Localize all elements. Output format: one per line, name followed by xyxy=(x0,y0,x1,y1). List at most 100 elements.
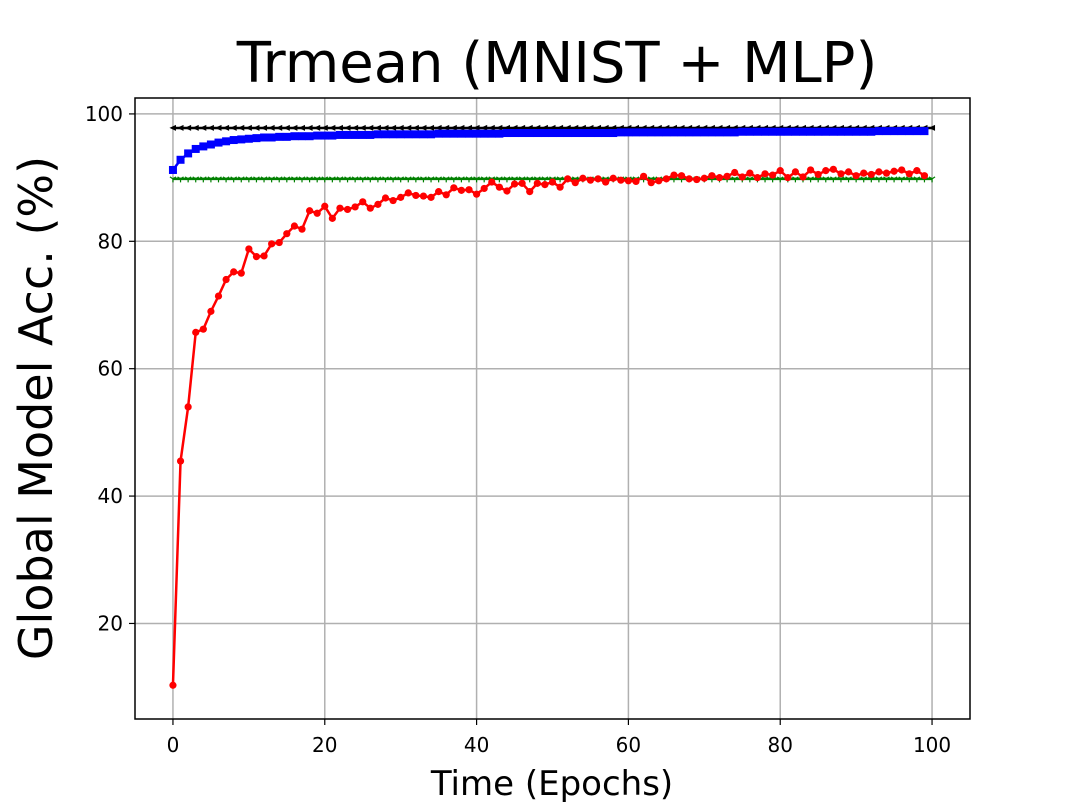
data-point xyxy=(783,127,792,136)
data-point xyxy=(313,131,322,140)
data-point xyxy=(465,129,473,138)
data-point xyxy=(480,124,488,131)
y-tick-label: 40 xyxy=(98,484,123,508)
data-point xyxy=(374,176,382,183)
data-point xyxy=(556,129,565,138)
data-point xyxy=(435,188,443,196)
data-point xyxy=(267,133,276,142)
grid xyxy=(135,98,970,719)
data-point xyxy=(268,176,275,183)
data-point xyxy=(920,172,929,180)
data-point xyxy=(472,129,481,138)
data-point xyxy=(822,176,830,183)
data-point xyxy=(617,176,625,184)
data-point xyxy=(632,128,640,137)
data-point xyxy=(252,134,261,143)
data-point xyxy=(449,129,458,138)
data-point xyxy=(412,176,420,183)
data-point xyxy=(799,173,807,181)
data-point xyxy=(844,168,853,176)
data-point xyxy=(168,165,177,174)
data-point xyxy=(579,174,587,182)
data-point xyxy=(222,137,231,146)
data-point xyxy=(230,124,237,131)
data-point xyxy=(283,124,290,131)
data-point xyxy=(237,176,245,183)
x-axis-label: Time (Epochs) xyxy=(430,764,673,804)
data-point xyxy=(662,175,670,183)
data-point xyxy=(609,129,618,138)
data-point xyxy=(207,124,214,131)
data-point xyxy=(708,172,716,180)
data-point xyxy=(677,128,686,137)
data-point xyxy=(450,124,457,131)
data-point xyxy=(359,124,366,131)
data-point xyxy=(806,127,815,136)
data-point xyxy=(707,128,716,137)
data-point xyxy=(700,128,709,137)
data-point xyxy=(753,127,762,136)
data-point xyxy=(169,681,177,689)
data-point xyxy=(624,177,633,185)
data-point xyxy=(344,176,351,183)
y-tick-label: 60 xyxy=(98,357,123,381)
data-point xyxy=(609,174,617,182)
data-point xyxy=(890,176,898,183)
data-point xyxy=(397,176,405,183)
data-point xyxy=(586,176,595,184)
data-point xyxy=(214,138,223,147)
data-point xyxy=(366,176,374,183)
data-point xyxy=(457,129,466,138)
data-point xyxy=(700,174,708,182)
data-point xyxy=(222,176,230,183)
data-point xyxy=(533,179,541,187)
data-point xyxy=(883,176,890,183)
data-point xyxy=(373,130,382,139)
data-point xyxy=(799,127,807,136)
data-point xyxy=(669,128,678,137)
data-point xyxy=(761,170,769,178)
data-point xyxy=(366,130,375,139)
data-point xyxy=(731,176,739,183)
data-point xyxy=(890,167,898,175)
data-point xyxy=(548,129,557,138)
data-point xyxy=(442,129,451,138)
data-point xyxy=(298,225,306,233)
data-point xyxy=(260,133,269,142)
data-point xyxy=(291,176,298,183)
data-point xyxy=(191,144,200,153)
data-point xyxy=(450,176,458,183)
data-point xyxy=(860,176,868,183)
data-point xyxy=(245,245,253,253)
data-point xyxy=(343,205,352,214)
data-point xyxy=(381,130,390,139)
data-point xyxy=(351,130,360,139)
data-point xyxy=(283,230,291,238)
data-point xyxy=(571,129,580,138)
data-point xyxy=(260,124,268,131)
data-point xyxy=(746,169,754,177)
data-point xyxy=(465,176,473,183)
data-point xyxy=(639,128,648,137)
data-point xyxy=(898,176,906,183)
data-point xyxy=(912,127,921,136)
data-point xyxy=(495,129,504,138)
data-point xyxy=(829,127,838,136)
data-point xyxy=(192,124,199,131)
data-point xyxy=(836,127,845,136)
data-point xyxy=(829,165,837,173)
data-point xyxy=(382,176,389,183)
data-point xyxy=(495,124,503,131)
data-point xyxy=(875,168,883,176)
data-point xyxy=(351,203,359,211)
data-point xyxy=(275,238,283,247)
data-point xyxy=(313,176,321,183)
data-point xyxy=(526,188,534,196)
y-axis-label: Global Model Acc. (%) xyxy=(9,156,63,660)
data-point xyxy=(374,200,382,208)
data-point xyxy=(177,176,184,183)
data-point xyxy=(928,176,936,183)
data-point xyxy=(321,202,329,210)
data-point xyxy=(860,169,868,177)
data-point xyxy=(745,127,754,136)
